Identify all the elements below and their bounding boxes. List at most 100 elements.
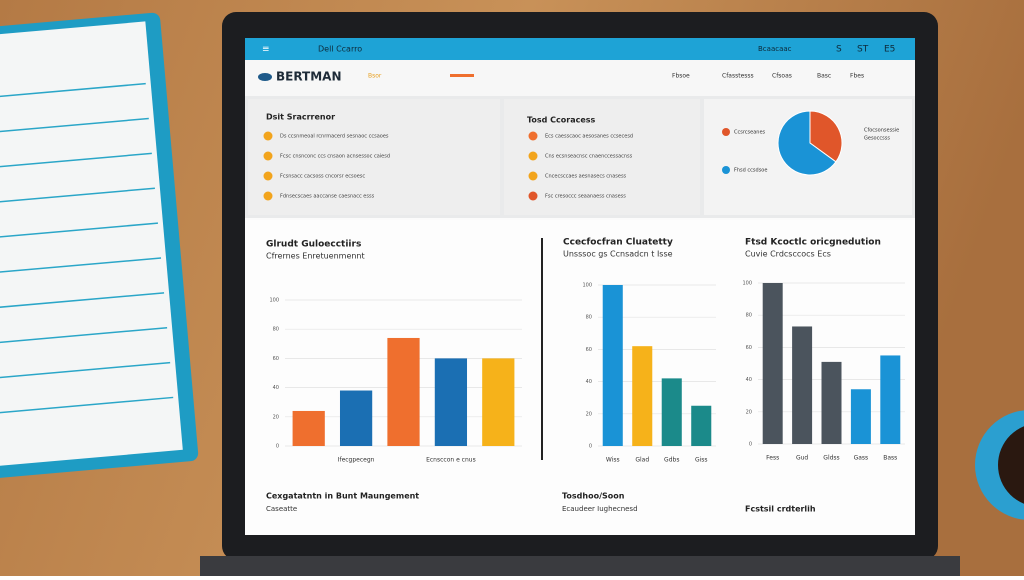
bar <box>482 358 515 446</box>
x-tick-label: Glad <box>635 457 649 464</box>
chart-subtitle: Cfrernes Enretuenmennt <box>266 252 365 261</box>
item-icon <box>528 191 538 201</box>
item-icon <box>263 191 273 201</box>
y-tick-label: 80 <box>273 327 279 333</box>
x-tick-label: Gass <box>854 455 869 462</box>
top-link[interactable]: Bcaacaac <box>758 45 792 53</box>
item-text: Cns ecsnseacnsc cnaenccessacnss <box>545 154 633 160</box>
footer-subtitle: Ecaudeer Iughecnesd <box>562 505 638 513</box>
top-bar <box>245 38 915 60</box>
tag: Bsor <box>368 73 382 80</box>
item-text: Fdnsecscaes aaccanse caesnacc esss <box>280 194 375 200</box>
footer-title: Tosdhoo/Soon <box>562 492 625 501</box>
legend-label: Ccsrcseanes <box>734 130 766 136</box>
bar <box>792 326 813 444</box>
panel-title: Dsit Sracrrenor <box>266 113 335 122</box>
notebook <box>0 12 199 479</box>
y-tick-label: 60 <box>746 345 752 351</box>
item-icon <box>263 151 273 161</box>
bar <box>602 285 623 446</box>
y-tick-label: 60 <box>586 347 592 353</box>
y-tick-label: 80 <box>586 315 592 321</box>
footer-subtitle: Caseatte <box>266 505 297 513</box>
item-text: Ecs caesscaoc aesosanes ccsecesd <box>545 134 633 140</box>
legend-label: Fhsd ccsdsoe <box>734 168 767 174</box>
x-tick-label: Ecnsccon e cnus <box>426 457 476 464</box>
x-tick-label: Gdbs <box>664 457 679 464</box>
legend-label: Gesoccsss <box>864 136 890 142</box>
top-link[interactable]: S <box>836 45 842 55</box>
footer-title: Fcstsil crdterlih <box>745 505 816 514</box>
top-link[interactable]: ST <box>857 45 869 55</box>
y-tick-label: 0 <box>589 444 592 450</box>
bar <box>632 346 653 446</box>
chart-title: Ccecfocfran Cluatetty <box>563 238 673 248</box>
legend-label: Cfocsonsessie <box>864 128 899 134</box>
item-icon <box>263 171 273 181</box>
chart-title: Glrudt Guloecctiirs <box>266 240 361 250</box>
y-tick-label: 0 <box>276 444 279 450</box>
chart-title: Ftsd Kcoctlc oricgnedution <box>745 238 881 248</box>
item-icon <box>528 131 538 141</box>
bar <box>434 358 468 446</box>
top-title: Dell Ccarro <box>318 45 362 54</box>
laptop-base <box>200 556 960 576</box>
y-tick-label: 20 <box>586 411 592 417</box>
header <box>245 60 915 96</box>
top-link[interactable]: E5 <box>884 45 895 55</box>
y-tick-label: 100 <box>742 281 752 287</box>
panel <box>248 99 500 215</box>
y-tick-label: 80 <box>746 313 752 319</box>
item-text: Cncecsccaes aesnasecs cnasess <box>545 174 627 180</box>
y-tick-label: 100 <box>582 283 592 289</box>
menu-icon[interactable]: ≡ <box>262 45 270 55</box>
y-tick-label: 0 <box>749 442 752 448</box>
bar <box>387 337 420 446</box>
chart-area <box>245 220 915 535</box>
nav-link[interactable]: Fbsoe <box>672 73 690 80</box>
nav-link[interactable]: Cfsoas <box>772 73 792 80</box>
legend-swatch <box>722 166 730 174</box>
panel-title: Tosd Ccoracess <box>527 116 596 125</box>
coffee <box>998 426 1024 504</box>
bar <box>762 283 783 444</box>
x-tick-label: Gldss <box>823 455 839 462</box>
bar <box>661 378 682 446</box>
item-text: Fcsnsacc cacsoss cncorsr ecsoesc <box>280 174 365 180</box>
nav-link[interactable]: Basc <box>817 73 831 80</box>
pie-slice <box>809 110 843 163</box>
item-text: Fcsc cnsnconc ccs cnsaon acnsessoc caies… <box>280 154 390 160</box>
logo-icon <box>258 73 272 81</box>
nav-link[interactable]: Fbes <box>850 73 864 80</box>
x-tick-label: Giss <box>695 457 708 464</box>
y-tick-label: 40 <box>746 377 752 383</box>
y-tick-label: 40 <box>586 379 592 385</box>
bar <box>292 410 325 446</box>
bar <box>850 389 871 444</box>
accent <box>450 74 474 77</box>
legend-swatch <box>722 128 730 136</box>
x-tick-label: Fess <box>766 455 779 462</box>
bar <box>339 390 373 446</box>
x-tick-label: Bass <box>883 455 897 462</box>
chart-subtitle: Cuvie Crdcsccocs Ecs <box>745 250 831 259</box>
chart-subtitle: Unsssoc gs Ccnsadcn t Isse <box>563 250 673 259</box>
item-icon <box>263 131 273 141</box>
footer-title: Cexgatatntn in Bunt Maungement <box>266 492 419 501</box>
item-text: Ds ccsnmeoal rcnrmacerd sesnaoc ccsaoes <box>280 134 389 140</box>
pie-slice <box>777 110 837 176</box>
bar <box>880 355 901 444</box>
y-tick-label: 60 <box>273 356 279 362</box>
x-tick-label: Ifecgpecegn <box>338 457 375 464</box>
y-tick-label: 20 <box>746 409 752 415</box>
item-icon <box>528 151 538 161</box>
x-tick-label: Wiss <box>606 457 620 464</box>
item-icon <box>528 171 538 181</box>
bar <box>821 361 842 444</box>
nav-link[interactable]: Cfasstesss <box>722 73 754 80</box>
y-tick-label: 40 <box>273 385 279 391</box>
y-tick-label: 100 <box>269 298 279 304</box>
bar <box>691 405 712 446</box>
